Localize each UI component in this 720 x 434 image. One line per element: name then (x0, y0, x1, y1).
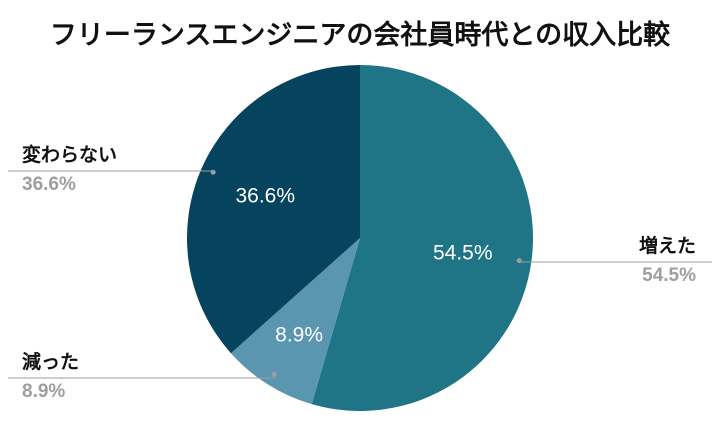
outer-label-name-1: 増えた (639, 234, 696, 257)
pie-slice-1 (311, 65, 533, 411)
leader-lines (8, 169, 712, 379)
slice-label-3: 36.6% (235, 185, 295, 208)
slice-label-2: 8.9% (275, 324, 323, 347)
outer-label-name-2: 減った (22, 350, 79, 373)
pie-slice-labels: 54.5% 8.9% 36.6% (235, 185, 492, 347)
leader-line-2 (8, 374, 275, 379)
pie-slice-3 (186, 65, 360, 354)
outer-label-name-3: 変わらない (22, 143, 117, 166)
pie-slice-2 (230, 238, 360, 405)
outer-label-value-1: 54.5% (642, 265, 696, 286)
outer-label-value-3: 36.6% (22, 174, 76, 195)
outer-label-value-2: 8.9% (22, 381, 65, 402)
leader-line-1 (518, 260, 712, 263)
slice-label-1: 54.5% (433, 242, 493, 265)
pie-slices (186, 65, 533, 411)
outer-labels: 増えた 54.5% 減った 8.9% 変わらない 36.6% (22, 143, 696, 402)
leader-line-3 (8, 170, 214, 173)
chart-title: フリーランスエンジニアの会社員時代との収入比較 (50, 19, 671, 51)
